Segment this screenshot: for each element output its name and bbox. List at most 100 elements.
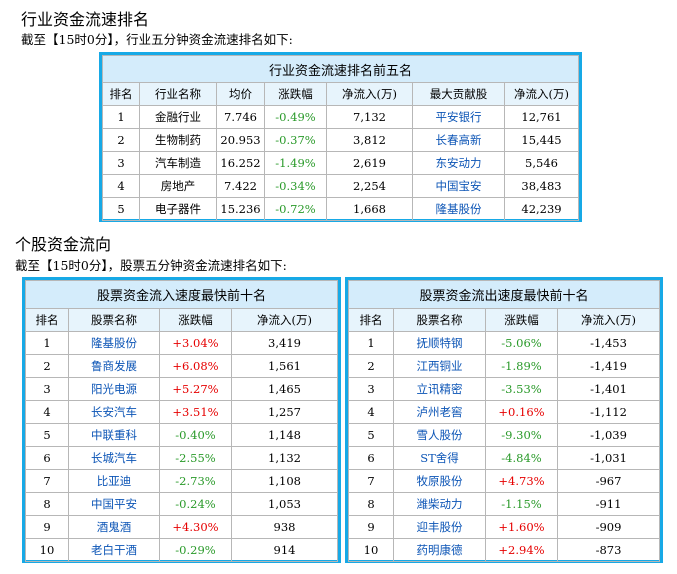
- inflow-cell: 1,132: [231, 446, 338, 470]
- change-cell: +3.51%: [159, 400, 232, 424]
- change-cell: -4.84%: [485, 446, 558, 470]
- table-header-row: 排名 股票名称 涨跌幅 净流入(万): [25, 308, 338, 332]
- inflow-cell: -1,453: [557, 331, 660, 355]
- rank-cell: 5: [348, 423, 394, 447]
- stock-name-link[interactable]: 江西铜业: [393, 354, 486, 378]
- column-header: 涨跌幅: [159, 308, 232, 332]
- table-row: 5 中联重科 -0.40% 1,148: [25, 423, 338, 447]
- table-row: 8 中国平安 -0.24% 1,053: [25, 492, 338, 516]
- inflow-cell: -909: [557, 515, 660, 539]
- top-stock-link[interactable]: 隆基股份: [412, 197, 505, 221]
- inflow-cell: 3,419: [231, 331, 338, 355]
- table-row: 1 金融行业 7.746 -0.49% 7,132 平安银行 12,761: [102, 105, 579, 129]
- inflow-cell: -1,112: [557, 400, 660, 424]
- industry-name-cell: 汽车制造: [139, 151, 217, 175]
- outflow-table-caption: 股票资金流出速度最快前十名: [348, 280, 660, 309]
- stock-name-link[interactable]: 长安汽车: [68, 400, 160, 424]
- stock-name-link[interactable]: 中联重科: [68, 423, 160, 447]
- inflow-cell: 7,132: [326, 105, 413, 129]
- top-stock-link[interactable]: 东安动力: [412, 151, 505, 175]
- table-header-row: 排名 股票名称 涨跌幅 净流入(万): [348, 308, 660, 332]
- stock-name-link[interactable]: 泸州老窖: [393, 400, 486, 424]
- stock-inflow-cell: 12,761: [504, 105, 579, 129]
- stock-name-link[interactable]: 鲁商发展: [68, 354, 160, 378]
- table-row: 10 老白干酒 -0.29% 914: [25, 538, 338, 562]
- outflow-table-box: 股票资金流出速度最快前十名 排名 股票名称 涨跌幅 净流入(万) 1 抚顺特钢 -5.06…: [345, 277, 663, 563]
- inflow-cell: 2,254: [326, 174, 413, 198]
- rank-cell: 9: [25, 515, 69, 539]
- inflow-cell: 938: [231, 515, 338, 539]
- price-cell: 20.953: [216, 128, 265, 152]
- rank-cell: 3: [102, 151, 140, 175]
- price-cell: 15.236: [216, 197, 265, 221]
- column-header: 排名: [25, 308, 69, 332]
- inflow-table-box: 股票资金流入速度最快前十名 排名 股票名称 涨跌幅 净流入(万) 1 隆基股份 +3.04…: [22, 277, 341, 563]
- stock-name-link[interactable]: 立讯精密: [393, 377, 486, 401]
- rank-cell: 4: [25, 400, 69, 424]
- stock-name-link[interactable]: 酒鬼酒: [68, 515, 160, 539]
- stock-name-link[interactable]: 中国平安: [68, 492, 160, 516]
- stock-name-link[interactable]: 阳光电源: [68, 377, 160, 401]
- stock-name-link[interactable]: 抚顺特钢: [393, 331, 486, 355]
- column-header: 排名: [348, 308, 394, 332]
- stock-section-subtitle: 截至【15时0分】，股票五分钟资金流速排名如下:: [15, 258, 287, 273]
- rank-cell: 9: [348, 515, 394, 539]
- change-cell: +6.08%: [159, 354, 232, 378]
- table-row: 3 阳光电源 +5.27% 1,465: [25, 377, 338, 401]
- table-row: 2 生物制药 20.953 -0.37% 3,812 长春高新 15,445: [102, 128, 579, 152]
- table-row: 4 长安汽车 +3.51% 1,257: [25, 400, 338, 424]
- inflow-cell: 1,053: [231, 492, 338, 516]
- inflow-cell: 1,465: [231, 377, 338, 401]
- stock-name-link[interactable]: 雪人股份: [393, 423, 486, 447]
- stock-name-link[interactable]: 老白干酒: [68, 538, 160, 562]
- inflow-cell: -1,031: [557, 446, 660, 470]
- table-row: 3 立讯精密 -3.53% -1,401: [348, 377, 660, 401]
- stock-name-link[interactable]: 迎丰股份: [393, 515, 486, 539]
- industry-section-title: 行业资金流速排名: [21, 10, 150, 29]
- change-cell: +5.27%: [159, 377, 232, 401]
- rank-cell: 7: [348, 469, 394, 493]
- column-header: 股票名称: [68, 308, 160, 332]
- stock-section-title: 个股资金流向: [15, 235, 112, 254]
- rank-cell: 8: [348, 492, 394, 516]
- industry-name-cell: 金融行业: [139, 105, 217, 129]
- change-cell: -0.34%: [264, 174, 327, 198]
- table-row: 1 隆基股份 +3.04% 3,419: [25, 331, 338, 355]
- change-cell: -5.06%: [485, 331, 558, 355]
- rank-cell: 1: [348, 331, 394, 355]
- stock-name-link[interactable]: 牧原股份: [393, 469, 486, 493]
- rank-cell: 3: [25, 377, 69, 401]
- table-row: 9 酒鬼酒 +4.30% 938: [25, 515, 338, 539]
- change-cell: +3.04%: [159, 331, 232, 355]
- stock-inflow-cell: 42,239: [504, 197, 579, 221]
- rank-cell: 3: [348, 377, 394, 401]
- table-row: 6 ST舍得 -4.84% -1,031: [348, 446, 660, 470]
- inflow-cell: 3,812: [326, 128, 413, 152]
- top-stock-link[interactable]: 长春高新: [412, 128, 505, 152]
- inflow-cell: 914: [231, 538, 338, 562]
- rank-cell: 2: [25, 354, 69, 378]
- top-stock-link[interactable]: 平安银行: [412, 105, 505, 129]
- inflow-table-caption: 股票资金流入速度最快前十名: [25, 280, 338, 309]
- rank-cell: 1: [102, 105, 140, 129]
- change-cell: -3.53%: [485, 377, 558, 401]
- top-stock-link[interactable]: 中国宝安: [412, 174, 505, 198]
- stock-name-link[interactable]: 潍柴动力: [393, 492, 486, 516]
- table-row: 7 比亚迪 -2.73% 1,108: [25, 469, 338, 493]
- industry-table-box: 行业资金流速排名前五名 排名 行业名称 均价 涨跌幅 净流入(万) 最大贡献股 净流入(万)…: [99, 52, 582, 222]
- stock-name-link[interactable]: 药明康德: [393, 538, 486, 562]
- stock-name-link[interactable]: 隆基股份: [68, 331, 160, 355]
- rank-cell: 4: [348, 400, 394, 424]
- table-row: 6 长城汽车 -2.55% 1,132: [25, 446, 338, 470]
- inflow-cell: 1,148: [231, 423, 338, 447]
- stock-name-link[interactable]: ST舍得: [393, 446, 486, 470]
- industry-section-subtitle: 截至【15时0分】，行业五分钟资金流速排名如下:: [21, 32, 293, 47]
- price-cell: 7.422: [216, 174, 265, 198]
- stock-inflow-cell: 15,445: [504, 128, 579, 152]
- change-cell: +4.73%: [485, 469, 558, 493]
- rank-cell: 6: [348, 446, 394, 470]
- stock-name-link[interactable]: 比亚迪: [68, 469, 160, 493]
- stock-name-link[interactable]: 长城汽车: [68, 446, 160, 470]
- rank-cell: 4: [102, 174, 140, 198]
- column-header: 最大贡献股: [412, 82, 505, 106]
